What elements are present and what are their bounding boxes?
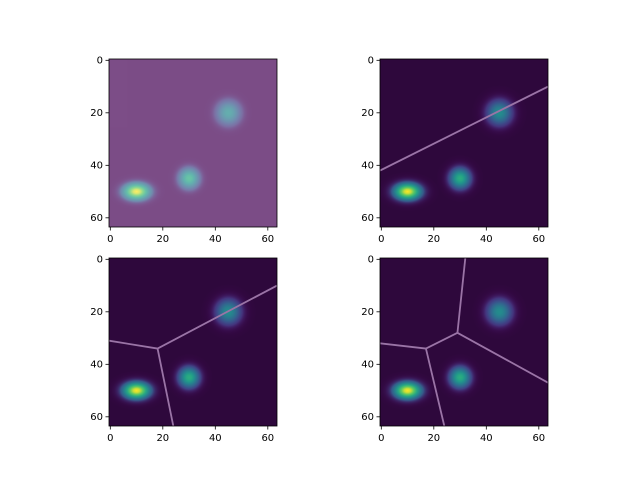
blob bbox=[436, 154, 484, 203]
y-tick-label: 0 bbox=[368, 55, 374, 66]
y-tick-label: 60 bbox=[361, 412, 374, 423]
boundary-line bbox=[156, 348, 175, 426]
blob bbox=[200, 85, 256, 141]
y-tick-label: 20 bbox=[90, 307, 103, 318]
boundary-line bbox=[457, 332, 548, 384]
x-tick-label: 0 bbox=[378, 433, 384, 444]
image-panel bbox=[380, 258, 548, 426]
x-tick-label: 40 bbox=[480, 433, 493, 444]
y-tick-label: 20 bbox=[361, 307, 374, 318]
image-panel bbox=[109, 258, 277, 426]
axes-frame bbox=[379, 257, 549, 427]
y-tick-label: 60 bbox=[90, 412, 103, 423]
x-tick-label: 0 bbox=[378, 234, 384, 245]
blob bbox=[109, 171, 169, 212]
boundary-line bbox=[380, 342, 427, 350]
x-tick-label: 0 bbox=[107, 234, 113, 245]
y-tick-label: 40 bbox=[361, 359, 374, 370]
x-tick-label: 20 bbox=[156, 234, 169, 245]
y-tick-label: 20 bbox=[361, 108, 374, 119]
boundary-line bbox=[380, 85, 548, 172]
x-tick-label: 40 bbox=[480, 234, 493, 245]
y-tick-label: 0 bbox=[368, 254, 374, 265]
blob bbox=[471, 284, 527, 340]
blob bbox=[380, 370, 440, 411]
boundary-line bbox=[456, 258, 467, 333]
x-tick-label: 20 bbox=[156, 433, 169, 444]
image-panel bbox=[109, 59, 277, 227]
y-tick-label: 60 bbox=[361, 213, 374, 224]
axes-frame bbox=[108, 257, 278, 427]
boundary-line bbox=[157, 284, 277, 350]
image-panel bbox=[380, 59, 548, 227]
x-tick-label: 60 bbox=[261, 433, 274, 444]
x-tick-label: 20 bbox=[427, 433, 440, 444]
x-tick-label: 60 bbox=[532, 234, 545, 245]
blob bbox=[380, 171, 440, 212]
boundary-line bbox=[425, 348, 446, 426]
boundary-line bbox=[109, 339, 158, 350]
blob bbox=[436, 353, 484, 402]
y-tick-label: 40 bbox=[90, 359, 103, 370]
axes-frame bbox=[379, 58, 549, 228]
x-tick-label: 60 bbox=[532, 433, 545, 444]
x-tick-label: 20 bbox=[427, 234, 440, 245]
y-tick-label: 40 bbox=[90, 160, 103, 171]
blob bbox=[471, 85, 527, 141]
x-tick-label: 0 bbox=[107, 433, 113, 444]
x-tick-label: 40 bbox=[209, 234, 222, 245]
x-tick-label: 60 bbox=[261, 234, 274, 245]
y-tick-label: 20 bbox=[90, 108, 103, 119]
blob bbox=[165, 353, 213, 402]
y-tick-label: 0 bbox=[97, 55, 103, 66]
y-tick-label: 0 bbox=[97, 254, 103, 265]
y-tick-label: 40 bbox=[361, 160, 374, 171]
blob bbox=[165, 154, 213, 203]
boundary-line bbox=[425, 332, 458, 350]
axes-frame bbox=[108, 58, 278, 228]
x-tick-label: 40 bbox=[209, 433, 222, 444]
y-tick-label: 60 bbox=[90, 213, 103, 224]
blob bbox=[109, 370, 169, 411]
